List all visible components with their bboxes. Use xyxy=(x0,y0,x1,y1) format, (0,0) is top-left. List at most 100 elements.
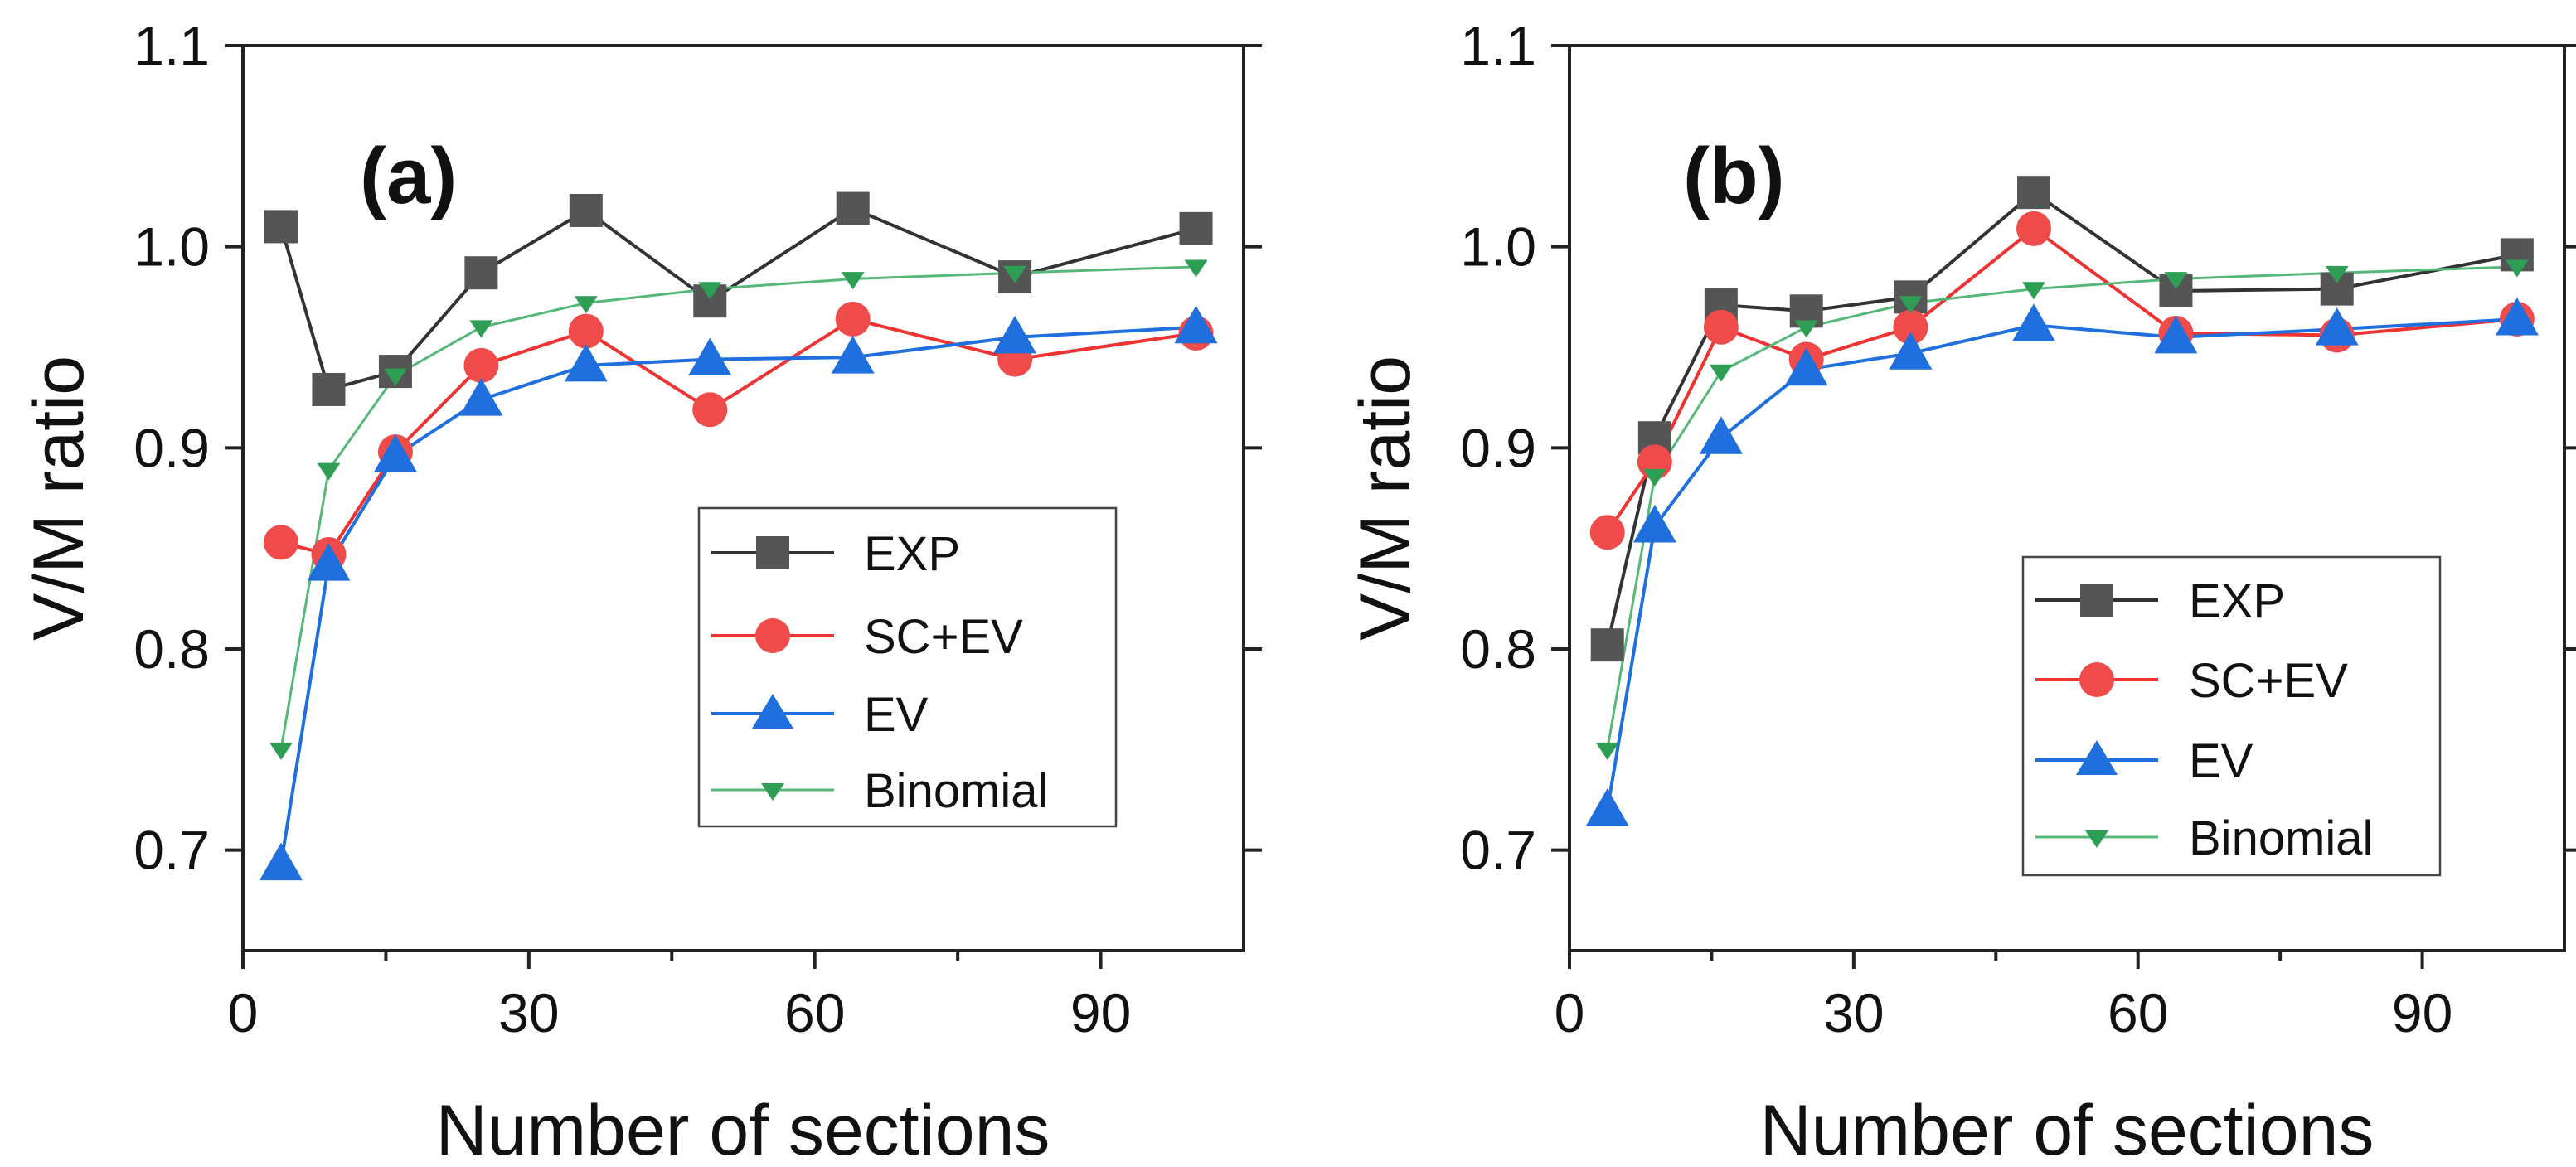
data-point-ev xyxy=(307,543,351,581)
legend-label-sc-ev: SC+EV xyxy=(864,610,1023,664)
axis-ticks: 0 30 60 90 0.7 0.8 0.9 1.0 1.1 xyxy=(1460,15,2576,1044)
plot-frame xyxy=(1568,44,2566,952)
legend: EXP SC+EV EV Binomial xyxy=(697,506,1118,828)
data-point-ev xyxy=(1174,305,1218,344)
y-tick-label: 0.8 xyxy=(1460,618,1536,680)
data-point-ev xyxy=(564,343,608,382)
data-point-ev xyxy=(1889,332,1933,370)
legend-marker-triangle-down xyxy=(2085,830,2108,848)
data-point-binomial xyxy=(469,320,493,338)
data-point-binomial xyxy=(2505,259,2529,278)
data-point-ev xyxy=(459,378,503,416)
plot-frame xyxy=(241,44,1245,952)
legend-label-binomial: Binomial xyxy=(864,764,1048,818)
data-point-ev xyxy=(2154,315,2198,354)
legend-entry-binomial: Binomial xyxy=(2035,811,2373,865)
data-point-exp xyxy=(464,256,498,290)
data-point-binomial xyxy=(2022,282,2045,300)
legend-entry-ev: EV xyxy=(711,688,929,742)
y-axis-label: V/M ratio xyxy=(1346,356,1425,641)
data-point-ev xyxy=(1699,416,1743,454)
legend-entry-sc-ev: SC+EV xyxy=(711,610,1023,664)
legend-label-exp: EXP xyxy=(864,527,960,581)
data-point-exp xyxy=(2017,176,2050,210)
y-tick-label: 0.9 xyxy=(1460,417,1536,478)
data-point-sc-ev xyxy=(463,347,499,383)
legend-marker-square xyxy=(2080,584,2113,617)
x-tick-label: 90 xyxy=(2392,982,2452,1044)
x-tick-label: 0 xyxy=(1555,982,1585,1044)
data-point-sc-ev xyxy=(2016,211,2051,246)
legend-marker-circle xyxy=(2079,662,2114,697)
data-point-sc-ev xyxy=(1589,515,1625,550)
data-point-sc-ev xyxy=(692,392,728,428)
x-tick-label: 60 xyxy=(784,982,845,1044)
data-point-exp xyxy=(1590,628,1624,662)
x-tick-label: 60 xyxy=(2108,982,2168,1044)
data-point-ev xyxy=(1784,347,1828,386)
y-axis-label: V/M ratio xyxy=(19,356,99,641)
legend-entry-ev: EV xyxy=(2035,734,2253,788)
data-point-sc-ev xyxy=(568,313,604,349)
legend-entry-exp: EXP xyxy=(2035,574,2285,628)
x-tick-label: 30 xyxy=(1823,982,1884,1044)
data-point-exp xyxy=(264,210,298,244)
data-point-ev xyxy=(1585,788,1629,826)
data-point-ev xyxy=(1632,504,1676,543)
data-point-exp xyxy=(836,191,870,225)
data-point-ev xyxy=(259,842,303,881)
data-point-sc-ev xyxy=(835,302,871,337)
data-point-binomial xyxy=(698,282,722,300)
y-tick-label: 0.9 xyxy=(133,417,210,478)
data-point-binomial xyxy=(383,368,407,386)
y-tick-label: 1.0 xyxy=(1460,216,1536,278)
legend-entry-binomial: Binomial xyxy=(711,764,1048,818)
data-point-binomial xyxy=(269,742,293,760)
panel-label: (b) xyxy=(1683,132,1785,220)
x-tick-label: 30 xyxy=(498,982,559,1044)
data-point-binomial xyxy=(2164,272,2188,290)
y-tick-label: 1.1 xyxy=(133,15,210,76)
panel-label: (a) xyxy=(360,132,457,220)
y-tick-label: 1.0 xyxy=(133,216,210,278)
data-point-binomial xyxy=(1709,364,1733,382)
series-layer xyxy=(259,191,1218,881)
data-point-binomial xyxy=(1794,320,1818,338)
y-tick-label: 0.8 xyxy=(133,618,210,680)
x-axis-label: Number of sections xyxy=(436,1091,1050,1167)
data-point-ev xyxy=(993,315,1037,354)
chart-panel-b: 0 30 60 90 0.7 0.8 0.9 1.0 1.1 (b) Number of sec… xyxy=(1346,15,2576,1167)
legend-entry-sc-ev: SC+EV xyxy=(2035,654,2348,708)
data-point-ev xyxy=(2315,307,2359,346)
legend-label-ev: EV xyxy=(864,688,929,742)
x-tick-label: 90 xyxy=(1070,982,1131,1044)
data-point-binomial xyxy=(1899,296,1923,314)
legend-label-sc-ev: SC+EV xyxy=(2189,654,2348,708)
legend-entry-exp: EXP xyxy=(711,527,960,581)
data-point-binomial xyxy=(841,272,865,290)
data-point-sc-ev xyxy=(1703,309,1739,345)
data-point-exp xyxy=(312,372,346,406)
legend-marker-triangle-up xyxy=(752,694,793,729)
data-point-binomial xyxy=(1003,265,1027,283)
data-point-ev xyxy=(688,337,732,376)
y-tick-label: 0.7 xyxy=(1460,820,1536,881)
data-point-binomial xyxy=(2325,265,2349,283)
legend-marker-triangle-down xyxy=(761,783,784,801)
data-point-sc-ev xyxy=(263,525,298,560)
data-point-binomial xyxy=(574,296,598,314)
data-point-ev xyxy=(2012,303,2055,341)
x-axis-label: Number of sections xyxy=(1760,1091,2375,1167)
chart-panel-a: 0 30 60 90 0.7 0.8 0.9 1.0 1.1 (a) Number of sec… xyxy=(19,15,1262,1167)
axis-ticks: 0 30 60 90 0.7 0.8 0.9 1.0 1.1 xyxy=(133,15,1262,1044)
x-tick-label: 0 xyxy=(228,982,259,1044)
data-point-ev xyxy=(2495,298,2539,336)
legend: EXP SC+EV EV Binomial xyxy=(2021,555,2442,877)
legend-marker-circle xyxy=(755,618,790,653)
legend-label-binomial: Binomial xyxy=(2189,811,2373,865)
legend-marker-square xyxy=(756,536,789,569)
legend-marker-triangle-up xyxy=(2076,740,2118,775)
y-tick-label: 1.1 xyxy=(1460,15,1536,76)
data-point-binomial xyxy=(1642,468,1666,487)
